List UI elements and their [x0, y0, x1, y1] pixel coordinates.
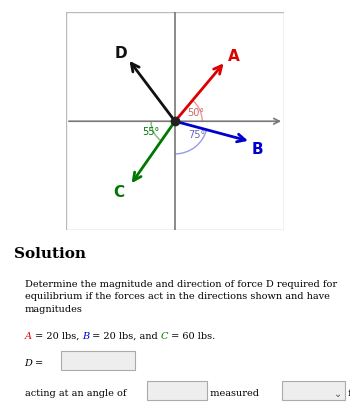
Text: = 20 lbs,: = 20 lbs, — [32, 332, 82, 341]
Text: D: D — [115, 46, 128, 61]
FancyBboxPatch shape — [61, 351, 135, 370]
Text: measured: measured — [206, 388, 259, 397]
FancyBboxPatch shape — [147, 381, 206, 400]
Text: Solution: Solution — [14, 247, 86, 261]
Text: B: B — [82, 332, 89, 341]
Text: 50°: 50° — [187, 108, 204, 118]
Text: A: A — [25, 332, 32, 341]
Text: from the: from the — [345, 388, 350, 397]
Text: B: B — [251, 142, 263, 157]
FancyBboxPatch shape — [282, 381, 345, 400]
Text: = 20 lbs, and: = 20 lbs, and — [89, 332, 161, 341]
Text: D =: D = — [25, 359, 44, 368]
Text: C: C — [113, 185, 125, 199]
Text: 75°: 75° — [188, 130, 205, 141]
Text: A: A — [228, 49, 240, 64]
Text: Determine the magnitude and direction of force D required for
equilibrium if the: Determine the magnitude and direction of… — [25, 280, 337, 314]
Text: ⌄: ⌄ — [334, 388, 342, 399]
Text: 55°: 55° — [142, 127, 160, 137]
Text: = 60 lbs.: = 60 lbs. — [168, 332, 216, 341]
Text: acting at an angle of: acting at an angle of — [25, 388, 126, 397]
Text: C: C — [161, 332, 168, 341]
